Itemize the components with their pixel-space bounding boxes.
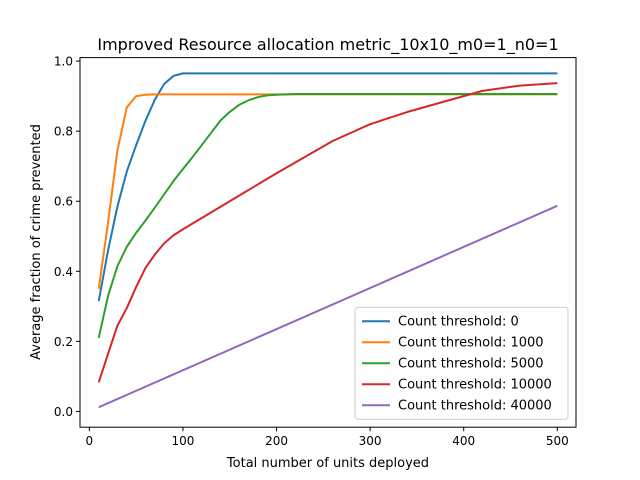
axes-frame: [79, 57, 577, 428]
y-tick-label: 1.0: [54, 55, 73, 69]
legend: Count threshold: 0 Count threshold: 1000 C…: [354, 306, 569, 420]
series-line-2: [97, 93, 558, 339]
y-tick-label: 0.2: [54, 335, 73, 349]
x-tick-label: 100: [171, 434, 194, 448]
axis-ticks: 0 100 200 300 400 500 0.0 0.2 0.4 0.6 0.8 1.0: [54, 55, 569, 449]
chart-title: Improved Resource allocation metric_10x1…: [97, 35, 558, 55]
y-tick-label: 0.8: [54, 125, 73, 139]
y-tick-label: 0.4: [54, 265, 73, 279]
y-tick-label: 0.0: [54, 405, 73, 419]
x-tick-label: 200: [265, 434, 288, 448]
x-tick-label: 0: [86, 434, 94, 448]
x-axis-label: Total number of units deployed: [226, 456, 429, 471]
y-axis-label: Average fraction of crime prevented: [29, 124, 44, 360]
series-line-4: [98, 204, 558, 409]
legend-label: Count threshold: 1000: [398, 336, 544, 351]
plot-area: [97, 72, 558, 409]
legend-label: Count threshold: 10000: [398, 378, 552, 393]
x-tick-label: 300: [359, 434, 382, 448]
y-tick-label: 0.6: [54, 195, 73, 209]
legend-label: Count threshold: 40000: [398, 399, 552, 414]
legend-box: [354, 306, 569, 420]
legend-label: Count threshold: 0: [398, 315, 519, 330]
series-line-1: [97, 93, 558, 289]
series-line-3: [97, 82, 558, 383]
x-tick-label: 500: [546, 434, 569, 448]
legend-label: Count threshold: 5000: [398, 357, 544, 372]
series-line-0: [97, 72, 558, 302]
x-tick-label: 400: [452, 434, 475, 448]
